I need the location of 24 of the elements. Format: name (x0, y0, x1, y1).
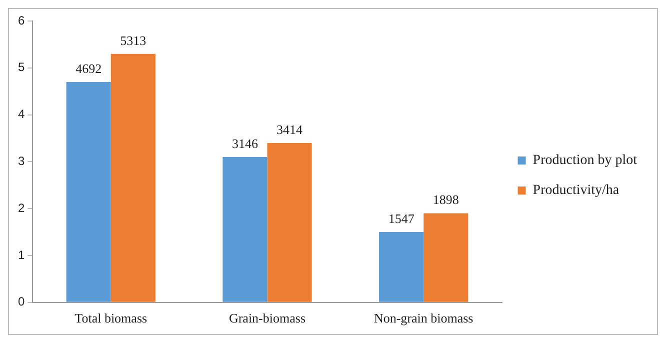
annotation: 5313 (120, 32, 146, 48)
x-tick-label: Non-grain biomass (374, 310, 474, 326)
legend-label: Productivity/ha (532, 183, 620, 198)
bar (424, 213, 468, 302)
annotation: 3414 (276, 122, 304, 137)
y-tick-label: 6 (18, 13, 25, 28)
bar (222, 157, 268, 302)
bar (379, 232, 424, 302)
y-tick-label: 0 (18, 294, 25, 309)
bar (110, 54, 156, 302)
y-tick-label: 1 (18, 248, 25, 262)
y-tick-label: 3 (18, 154, 25, 168)
y-tick-label: 5 (18, 60, 25, 74)
annotation: 1898 (432, 192, 459, 208)
annotation: 3146 (232, 136, 258, 151)
annotation: 1547 (388, 210, 415, 226)
y-tick-label: 4 (18, 107, 25, 122)
bar (267, 142, 312, 302)
bar (66, 82, 111, 302)
x-tick-label: Total biomass (74, 310, 148, 326)
annotation: 4692 (76, 60, 102, 76)
y-tick-label: 2 (18, 200, 25, 215)
x-tick-label: Grain-biomass (228, 310, 306, 326)
legend-label: Production by plot (532, 153, 638, 168)
